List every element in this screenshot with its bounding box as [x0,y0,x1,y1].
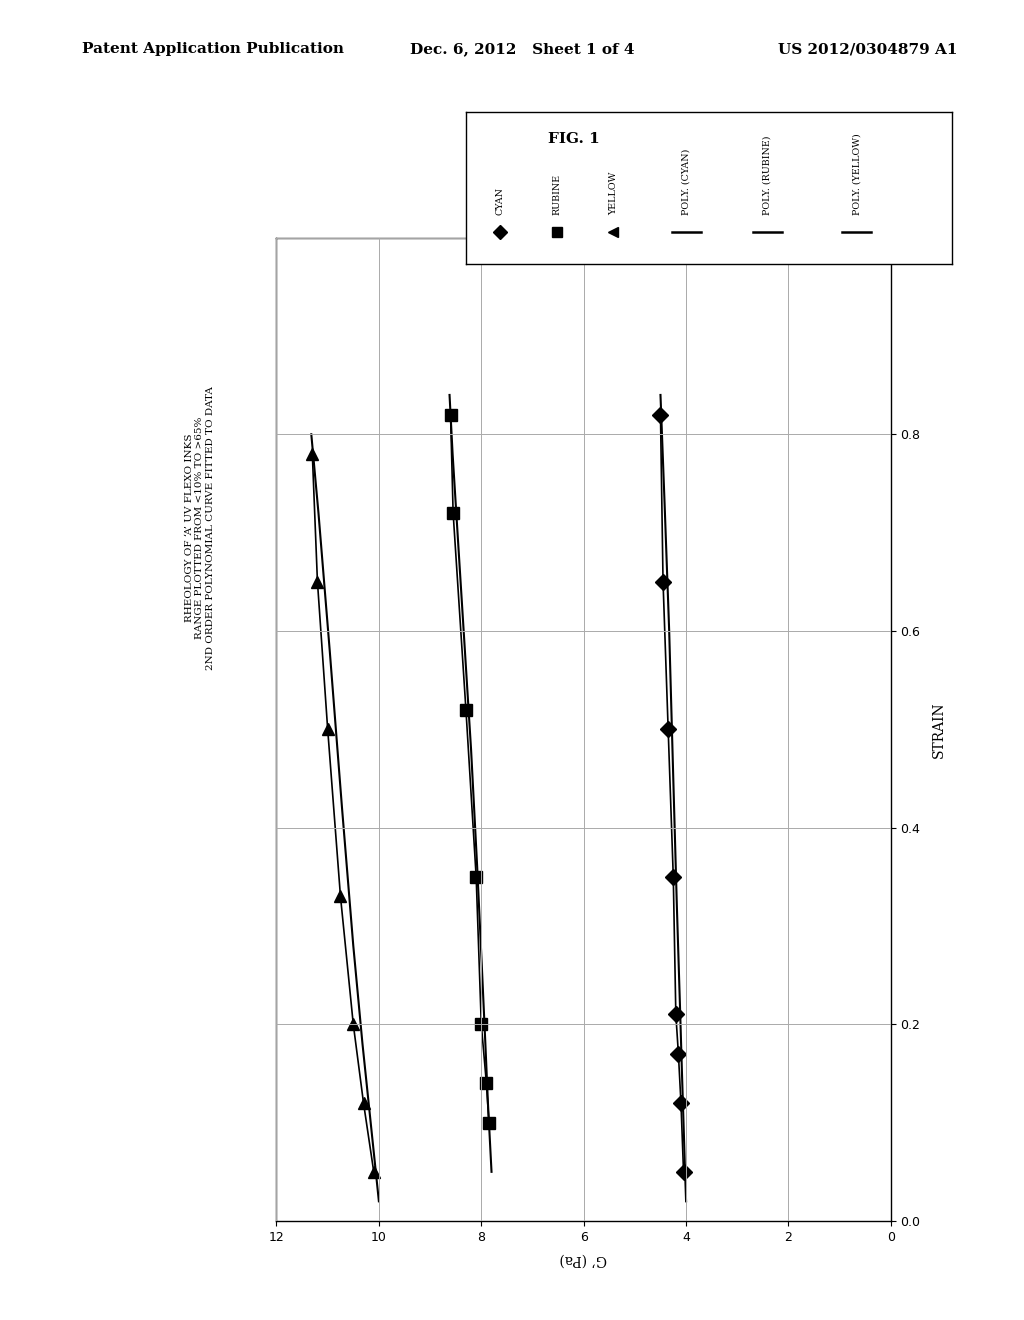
Text: Patent Application Publication: Patent Application Publication [82,42,344,57]
Text: Dec. 6, 2012   Sheet 1 of 4: Dec. 6, 2012 Sheet 1 of 4 [410,42,634,57]
Text: RUBINE: RUBINE [552,173,561,215]
Text: FIG. 1: FIG. 1 [548,132,600,147]
Y-axis label: STRAIN: STRAIN [932,701,946,758]
Text: POLY. (CYAN): POLY. (CYAN) [682,148,691,215]
Text: US 2012/0304879 A1: US 2012/0304879 A1 [778,42,957,57]
X-axis label: G’ (Pa): G’ (Pa) [560,1253,607,1266]
Text: POLY. (RUBINE): POLY. (RUBINE) [763,135,772,215]
Text: POLY. (YELLOW): POLY. (YELLOW) [852,133,861,215]
Text: YELLOW: YELLOW [609,172,617,215]
Text: CYAN: CYAN [496,186,505,215]
Text: RHEOLOGY OF ‘A’ UV FLEXO INKS
RANGE PLOTTED FROM <10% TO >65%
2ND ORDER POLYNOMI: RHEOLOGY OF ‘A’ UV FLEXO INKS RANGE PLOT… [184,385,215,671]
